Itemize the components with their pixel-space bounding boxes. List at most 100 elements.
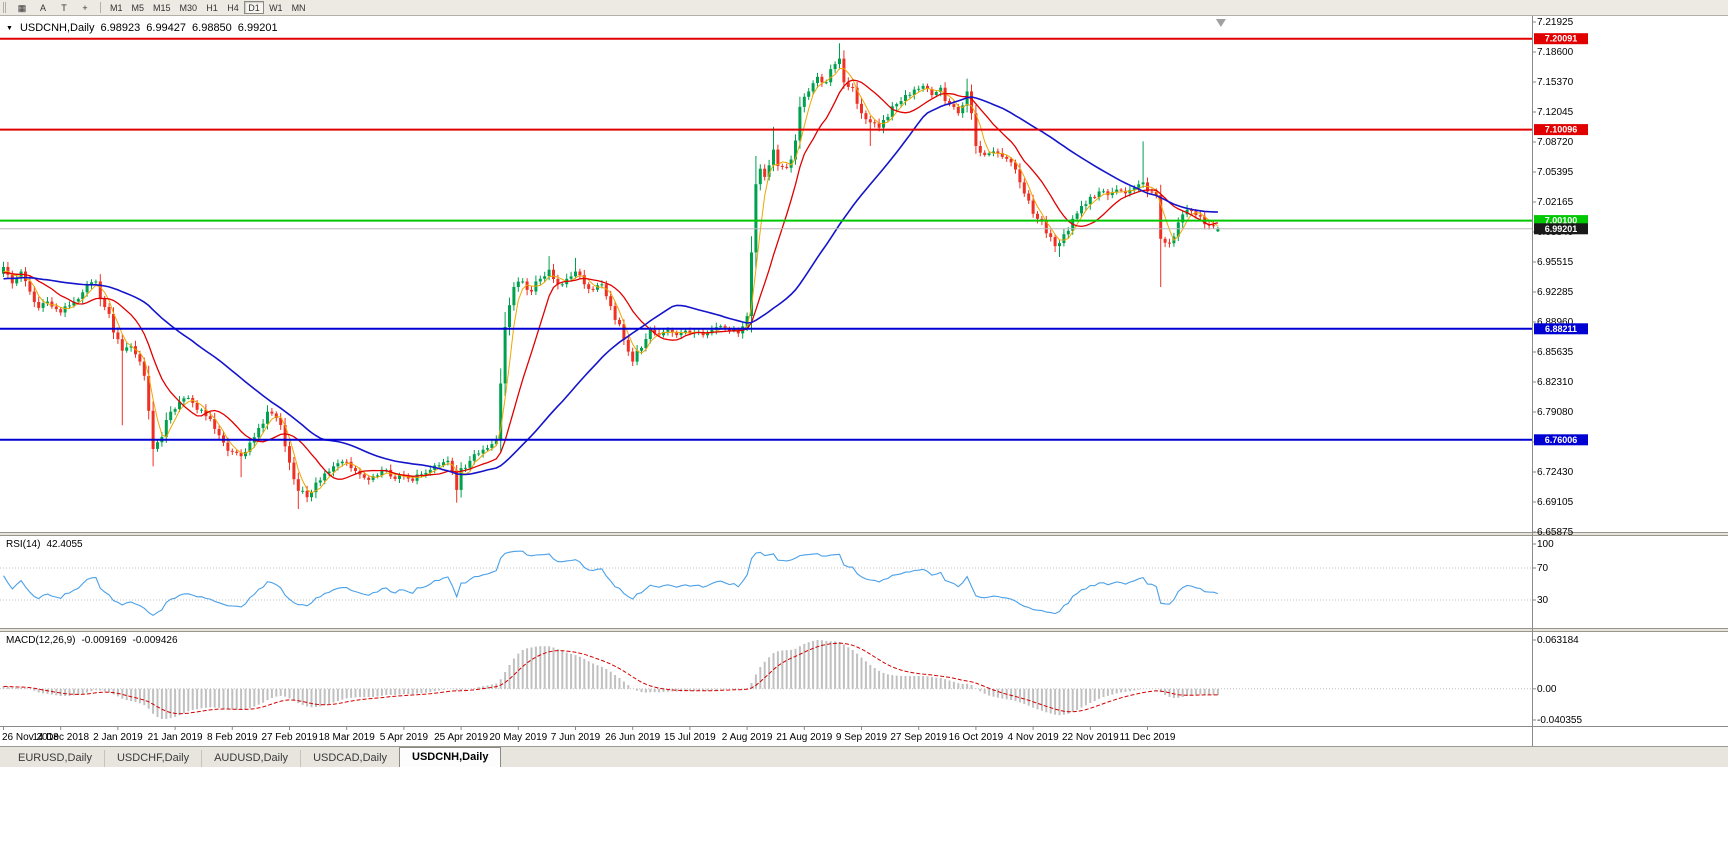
- timeframe-h4-button[interactable]: H4: [227, 3, 239, 13]
- timeframe-h1-button[interactable]: H1: [206, 3, 218, 13]
- price-axis-label: 6.88960: [1537, 317, 1574, 328]
- rsi-axis-label: 70: [1537, 563, 1549, 574]
- rsi-name: RSI(14): [6, 539, 41, 550]
- main-toolbar: ▦ A T + M1 M5 M15 M30 H1 H4 D1 W1 MN: [0, 0, 1728, 16]
- toolbar-timeframes-group: M1 M5 M15 M30 H1 H4 D1 W1 MN: [106, 1, 310, 14]
- chart-tabs-bar: EURUSD,Daily USDCHF,Daily AUDUSD,Daily USDC…: [0, 746, 1728, 767]
- cursor-tool-button[interactable]: A: [39, 3, 46, 13]
- chart-tab-usdchf[interactable]: USDCHF,Daily: [105, 750, 203, 767]
- svg-text:6.99201: 6.99201: [1545, 224, 1578, 234]
- price-axis-label: 7.15370: [1537, 77, 1574, 88]
- macd-name: MACD(12,26,9): [6, 635, 76, 646]
- macd-pane: [0, 640, 1532, 719]
- text-tool-button[interactable]: T: [61, 3, 67, 13]
- price-axis-label: 7.18600: [1537, 47, 1574, 58]
- rsi-line: [3, 550, 1219, 617]
- main-price-pane[interactable]: [2, 43, 1220, 509]
- date-axis-label: 22 Nov 2019: [1062, 732, 1119, 743]
- svg-text:7.00100: 7.00100: [1545, 216, 1578, 226]
- timeframe-m15-button[interactable]: M15: [153, 3, 171, 13]
- timeframe-m5-button[interactable]: M5: [131, 3, 145, 13]
- date-axis-label: 15 Jul 2019: [664, 732, 716, 743]
- chart-region[interactable]: 7.21925 7.18600 7.15370 7.12045 7.08720 7.053…: [0, 16, 1728, 746]
- timeframe-d1-button[interactable]: D1: [244, 1, 265, 14]
- date-axis-label: 4 Nov 2019: [1008, 732, 1060, 743]
- date-axis-label: 2 Jan 2019: [93, 732, 143, 743]
- price-tag-7.00100: 7.00100: [1534, 215, 1588, 227]
- price-axis-label: 7.12045: [1537, 107, 1574, 118]
- charts-grid-icon[interactable]: ▦: [17, 3, 27, 13]
- rsi-axis[interactable]: 100 70 30: [1532, 539, 1554, 606]
- price-axis-label: 6.92285: [1537, 287, 1574, 298]
- price-axis-label: 6.85635: [1537, 347, 1574, 358]
- macd-main-value: -0.009169: [81, 635, 127, 646]
- price-axis-label: 6.79080: [1537, 407, 1574, 418]
- pane-separator[interactable]: [0, 532, 1728, 536]
- price-axis-label: 7.05395: [1537, 167, 1574, 178]
- chart-tab-eurusd[interactable]: EURUSD,Daily: [6, 750, 105, 767]
- toolbar-grip[interactable]: [3, 2, 8, 13]
- chart-tab-audusd[interactable]: AUDUSD,Daily: [202, 750, 302, 767]
- toolbar-separator: [100, 2, 101, 13]
- date-axis-label: 8 Feb 2019: [207, 732, 258, 743]
- macd-axis-label: 0.00: [1537, 684, 1557, 695]
- price-tag-7.10096: 7.10096: [1534, 124, 1588, 136]
- svg-text:7.10096: 7.10096: [1545, 125, 1578, 135]
- date-axis-label: 16 Oct 2019: [949, 732, 1004, 743]
- svg-text:6.88211: 6.88211: [1545, 324, 1577, 334]
- horizontal-levels: [0, 37, 1532, 441]
- ohlc-open: 6.98923: [100, 22, 141, 34]
- price-tag-7.20091: 7.20091: [1534, 33, 1588, 45]
- macd-indicator-label: MACD(12,26,9) -0.009169 -0.009426: [6, 635, 178, 646]
- price-axis-label: 6.95515: [1537, 257, 1574, 268]
- date-axis-label: 20 May 2019: [489, 732, 547, 743]
- chart-shift-marker-icon[interactable]: [1215, 19, 1226, 27]
- price-axis-label: 7.02165: [1537, 197, 1574, 208]
- svg-text:7.20091: 7.20091: [1545, 34, 1578, 44]
- price-axis-label: 7.08720: [1537, 137, 1574, 148]
- price-axis-label: 6.72430: [1537, 467, 1574, 478]
- ma-medium-line: [3, 79, 1219, 480]
- ohlc-low: 6.98850: [192, 22, 232, 34]
- date-axis-label: 11 Dec 2019: [1120, 732, 1176, 743]
- macd-axis-label: -0.040355: [1537, 715, 1582, 726]
- ma-fast-line: [3, 68, 1219, 494]
- date-axis-label: 5 Apr 2019: [380, 732, 429, 743]
- crosshair-tool-button[interactable]: +: [82, 3, 88, 13]
- price-axis-label: 6.69105: [1537, 497, 1574, 508]
- macd-axis-label: 0.063184: [1537, 635, 1579, 646]
- macd-axis[interactable]: 0.063184 0.00 -0.040355: [1532, 635, 1582, 726]
- ohlc-high: 6.99427: [146, 22, 187, 34]
- chart-tab-usdcnh[interactable]: USDCNH,Daily: [399, 747, 502, 767]
- date-axis-label: 27 Sep 2019: [890, 732, 947, 743]
- timeframe-m1-button[interactable]: M1: [110, 3, 123, 13]
- candles-layer: [2, 43, 1220, 509]
- price-tag-6.88211: 6.88211: [1534, 323, 1588, 335]
- bid-price-tag: 6.99201: [1534, 223, 1588, 235]
- price-axis-label: 6.65875: [1537, 527, 1574, 538]
- macd-signal-value: -0.009426: [132, 635, 178, 646]
- timeframe-w1-button[interactable]: W1: [269, 3, 283, 13]
- timeframe-mn-button[interactable]: MN: [291, 3, 306, 13]
- rsi-value: 42.4055: [46, 539, 83, 550]
- date-axis-label: 21 Jan 2019: [148, 732, 203, 743]
- chart-canvas[interactable]: 7.21925 7.18600 7.15370 7.12045 7.08720 7.053…: [0, 16, 1728, 746]
- ma-slow-line: [3, 96, 1218, 476]
- rsi-axis-label: 30: [1537, 595, 1549, 606]
- pane-separator[interactable]: [0, 628, 1728, 632]
- price-axis-label: 7.21925: [1537, 17, 1574, 28]
- symbol-quicknav-icon[interactable]: ▼: [6, 24, 13, 32]
- timeframe-m30-button[interactable]: M30: [179, 3, 198, 13]
- price-tag-6.76006: 6.76006: [1534, 434, 1588, 446]
- price-axis[interactable]: 7.21925 7.18600 7.15370 7.12045 7.08720 7.053…: [1532, 17, 1574, 538]
- rsi-pane: [0, 550, 1532, 617]
- date-axis-label: 7 Jun 2019: [551, 732, 601, 743]
- chart-tab-usdcad[interactable]: USDCAD,Daily: [301, 750, 401, 767]
- toolbar-tools-group: ▦ A T +: [12, 1, 95, 14]
- date-axis-label: 14 Dec 2018: [32, 732, 89, 743]
- macd-signal-line: [3, 642, 1218, 715]
- svg-text:6.76006: 6.76006: [1545, 435, 1578, 445]
- date-axis-label: 9 Sep 2019: [836, 732, 888, 743]
